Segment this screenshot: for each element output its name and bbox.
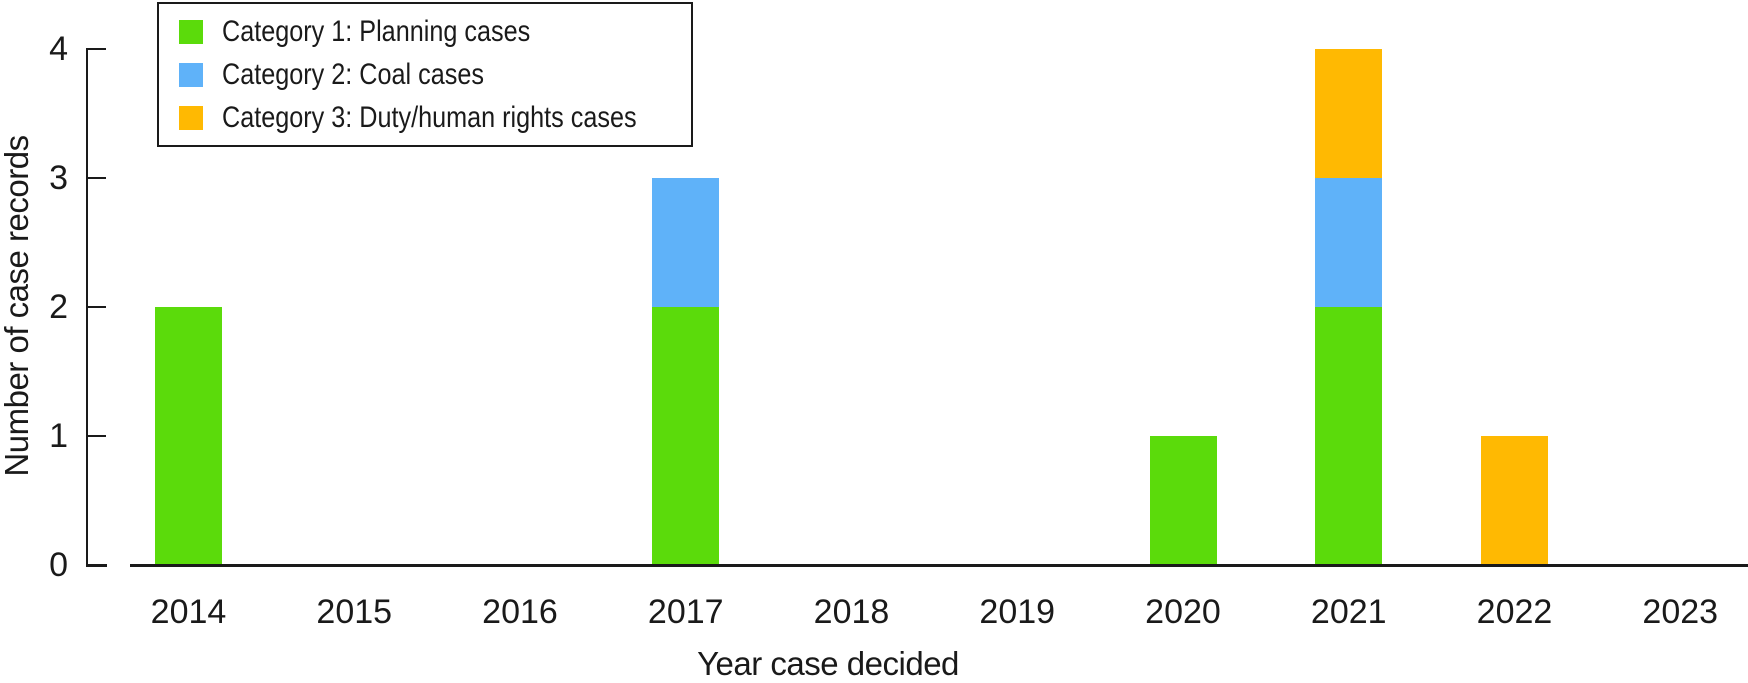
x-tick-label-2023: 2023 <box>1642 593 1719 631</box>
legend-swatch-1 <box>179 19 203 44</box>
x-axis-line <box>130 564 1748 567</box>
y-tick-label-4: 4 <box>49 30 68 68</box>
x-tick-label-2022: 2022 <box>1476 593 1553 631</box>
x-tick-label-2016: 2016 <box>482 593 558 631</box>
x-axis-title: Year case decided <box>697 645 959 682</box>
bar-segment-2022-series3 <box>1481 436 1548 565</box>
x-tick-label-2018: 2018 <box>813 593 890 631</box>
x-tick-label-2020: 2020 <box>1145 593 1221 631</box>
legend-item-2: Category 2: Coal cases <box>179 57 691 91</box>
x-tick-label-2021: 2021 <box>1310 593 1387 631</box>
y-axis-tick-1 <box>88 435 106 437</box>
bar-segment-2021-series3 <box>1315 49 1383 178</box>
legend-label-3: Category 3: Duty/human rights cases <box>222 100 637 134</box>
y-axis-tick-3 <box>88 177 106 179</box>
x-tick-label-2019: 2019 <box>979 593 1056 631</box>
legend-label-2: Category 2: Coal cases <box>222 57 484 91</box>
legend-box: Category 1: Planning cases Category 2: Co… <box>157 2 693 147</box>
legend-swatch-2 <box>179 62 203 87</box>
bar-segment-2021-series2 <box>1315 178 1383 307</box>
y-tick-label-0: 0 <box>49 546 68 584</box>
legend-swatch-3 <box>179 105 203 130</box>
legend-label-1: Category 1: Planning cases <box>222 14 531 48</box>
y-axis-tick-4 <box>88 48 106 50</box>
x-tick-label-2017: 2017 <box>647 593 724 631</box>
bar-segment-2017-series1 <box>652 307 720 565</box>
bar-segment-2020-series1 <box>1149 436 1217 565</box>
x-tick-label-2014: 2014 <box>150 593 227 631</box>
bar-segment-2017-series2 <box>652 178 720 307</box>
y-axis-title: Number of case records <box>0 135 35 477</box>
y-tick-label-1: 1 <box>49 417 68 455</box>
bar-segment-2021-series1 <box>1315 307 1383 565</box>
legend-item-1: Category 1: Planning cases <box>179 14 691 48</box>
legend-item-3: Category 3: Duty/human rights cases <box>179 100 691 134</box>
y-axis-tick-2 <box>88 306 106 308</box>
y-tick-label-3: 3 <box>49 159 68 197</box>
y-axis-line <box>86 48 88 567</box>
x-tick-label-2015: 2015 <box>316 593 393 631</box>
bar-segment-2014-series1 <box>155 307 222 565</box>
y-tick-label-2: 2 <box>49 288 68 326</box>
y-axis-foot <box>86 564 107 567</box>
